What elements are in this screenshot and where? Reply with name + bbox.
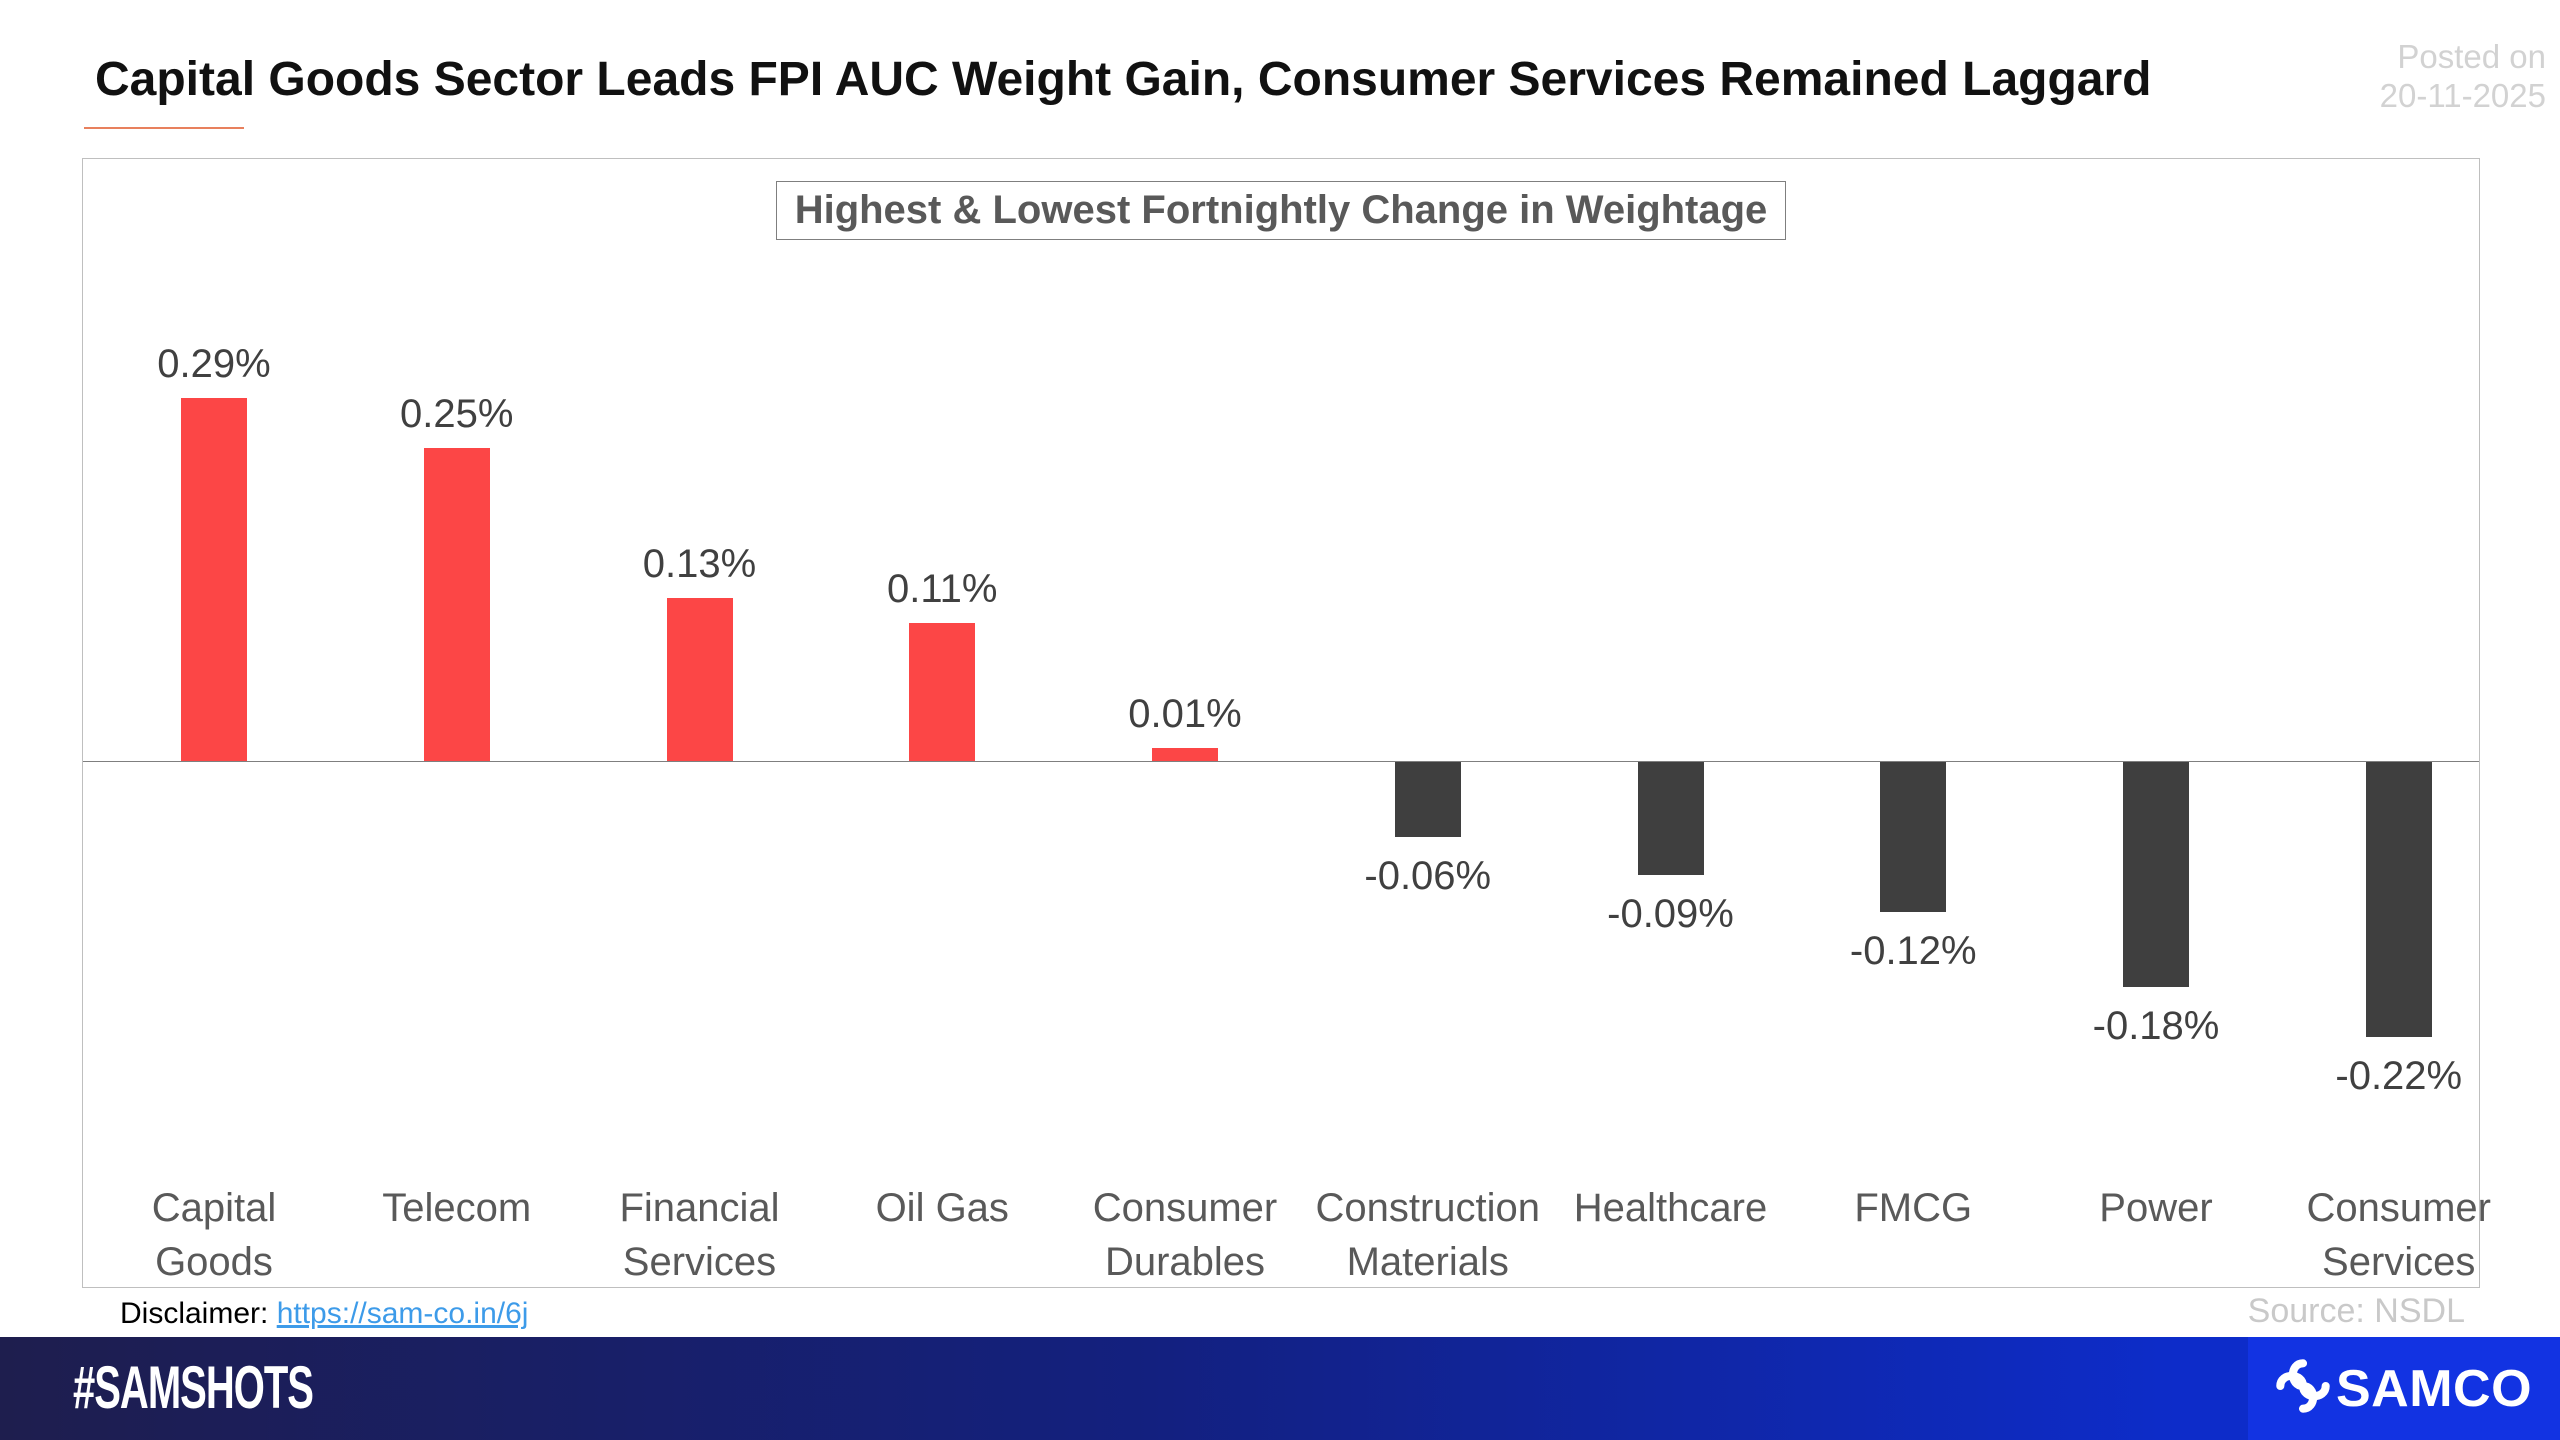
disclaimer-link[interactable]: https://sam-co.in/6j xyxy=(276,1297,529,1330)
bar-financial-services xyxy=(666,598,733,761)
bar-value-label-capital-goods: 0.29% xyxy=(157,342,271,386)
x-axis-label-fmcg: FMCG xyxy=(1854,1186,1973,1230)
bar-healthcare xyxy=(1637,762,1704,875)
bar-value-label-healthcare: -0.09% xyxy=(1607,892,1734,936)
x-axis-line xyxy=(83,761,2479,762)
x-axis-label-financial-services: Financial Services xyxy=(619,1186,780,1284)
bar-value-label-fmcg: -0.12% xyxy=(1849,929,1977,973)
bar-value-label-financial-services: 0.13% xyxy=(642,542,757,586)
bar-consumer-services xyxy=(2365,762,2432,1037)
title-underline xyxy=(84,127,244,129)
x-axis-label-telecom: Telecom xyxy=(382,1186,532,1230)
x-axis-label-construction-materials: Construction Materials xyxy=(1315,1186,1541,1284)
chart-area: 0.29% Capital Goods 0.25% Telecom 0.13% Finan… xyxy=(82,158,2491,1288)
x-axis-label-consumer-services: Consumer Services xyxy=(2306,1186,2491,1284)
chart-title-wrap: Highest & Lowest Fortnightly Change in W… xyxy=(83,181,2479,240)
bar-value-label-power: -0.18% xyxy=(2092,1004,2220,1048)
samco-pinwheel-icon xyxy=(2276,1359,2330,1418)
x-axis-label-power: Power xyxy=(2099,1186,2213,1230)
samshots-hashtag: #SAMSHOTS xyxy=(73,1354,314,1421)
disclaimer-label: Disclaimer: xyxy=(120,1297,269,1330)
x-axis-label-capital-goods: Capital Goods xyxy=(151,1186,277,1284)
bar-value-label-construction-materials: -0.06% xyxy=(1364,854,1492,898)
chart-title: Highest & Lowest Fortnightly Change in W… xyxy=(775,181,1787,240)
bar-fmcg xyxy=(1880,762,1947,912)
source-note: Source: NSDL xyxy=(2247,1292,2465,1330)
posted-on-date: 20-11-2025 xyxy=(2379,77,2546,114)
x-axis-label-oil-gas: Oil Gas xyxy=(875,1186,1009,1230)
x-axis-label-healthcare: Healthcare xyxy=(1573,1186,1768,1230)
page-title: Capital Goods Sector Leads FPI AUC Weigh… xyxy=(95,53,2152,106)
bar-telecom xyxy=(423,448,490,761)
bar-consumer-durables xyxy=(1152,748,1218,761)
posted-on-note: Posted on 20-11-2025 xyxy=(2380,40,2546,118)
bar-construction-materials xyxy=(1394,762,1461,837)
bar-value-label-oil-gas: 0.11% xyxy=(887,567,998,611)
bar-capital-goods xyxy=(181,398,247,761)
x-axis-label-consumer-durables: Consumer Durables xyxy=(1092,1186,1278,1284)
bar-value-label-consumer-durables: 0.01% xyxy=(1128,692,1242,736)
bar-power xyxy=(2123,762,2189,987)
samco-logo: SAMCO xyxy=(2248,1337,2560,1440)
bar-value-label-telecom: 0.25% xyxy=(400,392,514,436)
bar-oil-gas xyxy=(909,623,976,761)
footer-bar: #SAMSHOTS SAMCO xyxy=(0,1337,2560,1440)
posted-on-label: Posted on xyxy=(2397,38,2546,75)
samco-wordmark: SAMCO xyxy=(2335,1359,2533,1418)
disclaimer: Disclaimer: https://sam-co.in/6j xyxy=(120,1297,528,1331)
plot-area: 0.29% Capital Goods 0.25% Telecom 0.13% Finan… xyxy=(83,159,2491,1287)
bar-value-label-consumer-services: -0.22% xyxy=(2335,1054,2463,1098)
